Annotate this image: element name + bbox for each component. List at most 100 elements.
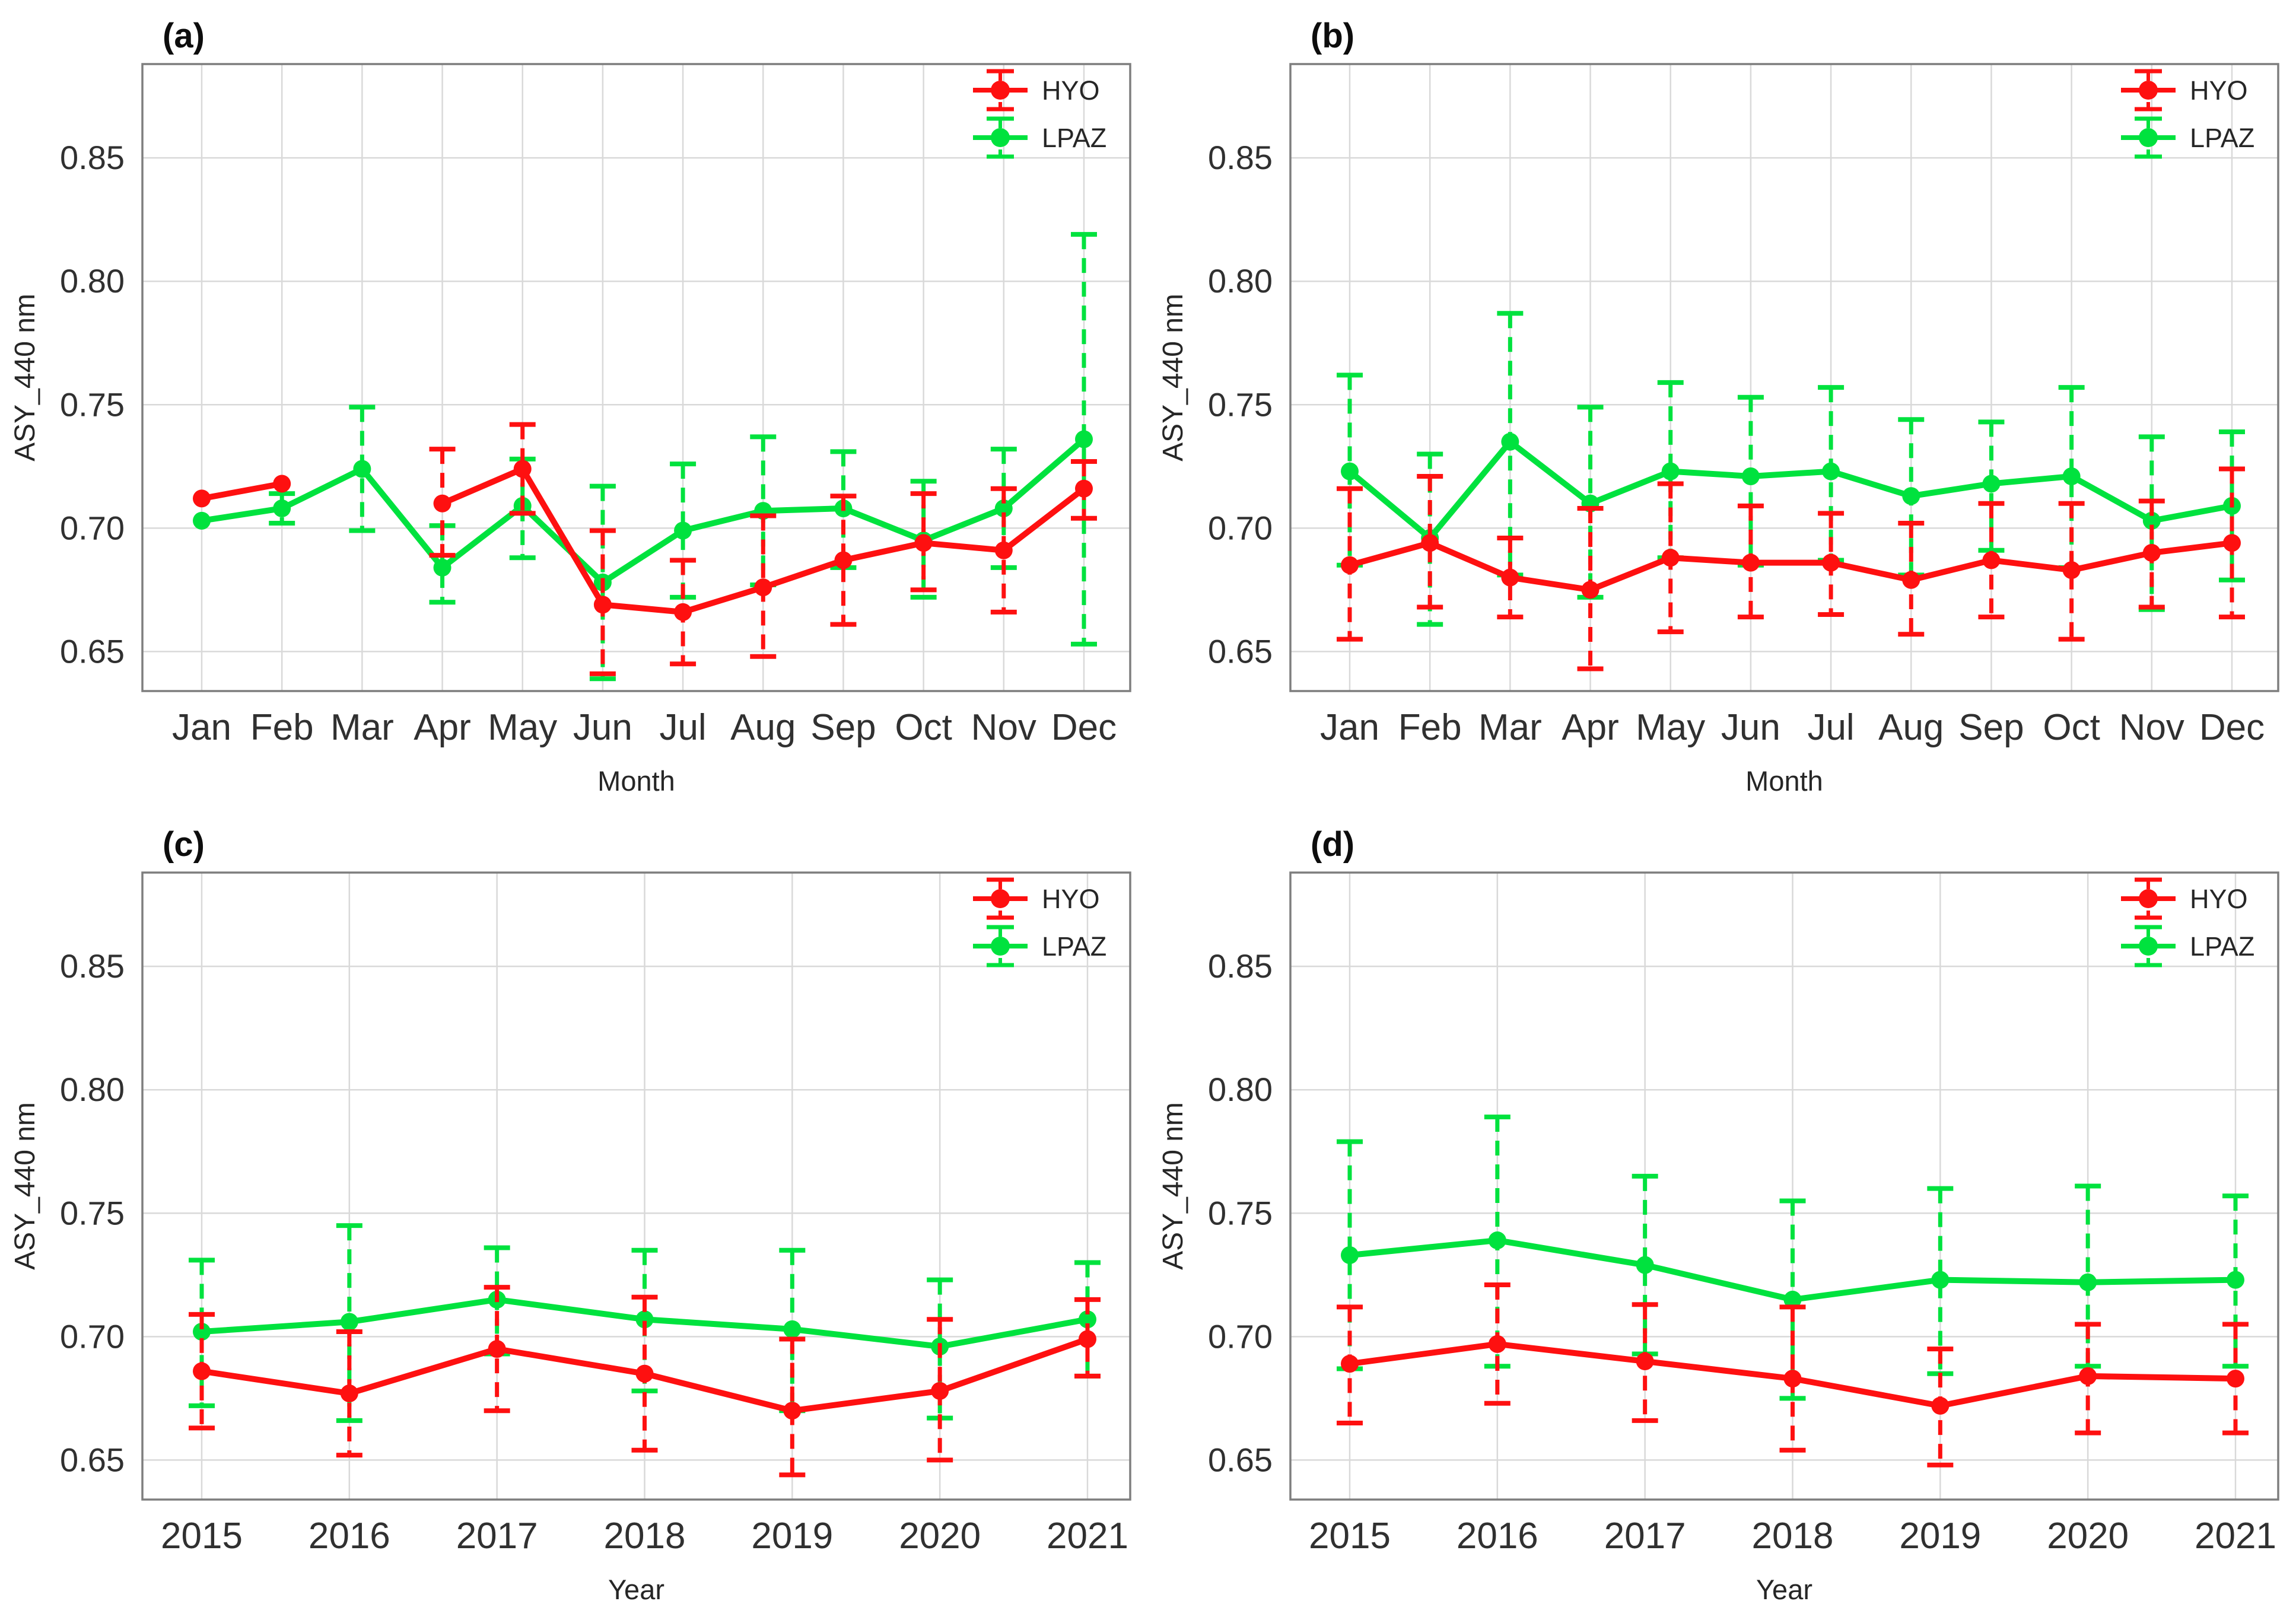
- data-point-marker: [1488, 1335, 1506, 1353]
- plot-border: [1289, 63, 2279, 692]
- data-point-marker: [2062, 561, 2081, 580]
- series-lpaz: [193, 232, 1097, 682]
- data-point-marker: [273, 499, 291, 518]
- data-point-marker: [1741, 553, 1760, 572]
- data-point-marker: [2079, 1367, 2097, 1385]
- x-tick-label: Apr: [1562, 707, 1618, 748]
- x-tick-label: 2021: [1047, 1516, 1128, 1556]
- x-tick-label: 2015: [161, 1516, 243, 1556]
- data-point-marker: [1075, 479, 1093, 498]
- data-point-marker: [2227, 1370, 2244, 1388]
- legend: HYO LPAZ: [973, 69, 1106, 159]
- data-point-marker: [1661, 549, 1680, 567]
- legend-marker: [991, 937, 1010, 956]
- data-point-marker: [1902, 487, 1920, 505]
- legend-entry-label: LPAZ: [2190, 931, 2254, 962]
- gridlines: [1290, 64, 2278, 691]
- axis-labels: 0.65 0.70 0.75 0.80 0.85 Jan Feb Mar Apr May Jun Ju…: [1157, 17, 2265, 797]
- data-point-marker: [1822, 462, 1840, 480]
- x-tick-label: 2016: [309, 1516, 390, 1556]
- legend-entry-label: LPAZ: [1042, 123, 1106, 153]
- x-tick-label: Dec: [1051, 707, 1117, 748]
- data-point-marker: [273, 475, 291, 493]
- data-point-marker: [1982, 475, 2001, 493]
- series-hyo: [189, 1285, 1101, 1478]
- x-tick-label: Aug: [730, 707, 796, 748]
- x-tick-label: 2017: [456, 1516, 538, 1556]
- y-tick-label: 0.75: [1208, 386, 1273, 423]
- data-point-marker: [2062, 467, 2081, 485]
- x-tick-label: Feb: [250, 707, 314, 748]
- data-point-marker: [674, 603, 692, 621]
- y-tick-label: 0.80: [60, 262, 125, 300]
- data-point-marker: [2142, 511, 2161, 530]
- series-lpaz: [1337, 311, 2245, 627]
- data-point-marker: [1421, 534, 1439, 552]
- x-tick-label: Oct: [2043, 707, 2100, 748]
- data-point-marker: [994, 541, 1013, 559]
- data-point-marker: [193, 511, 211, 530]
- legend-marker: [991, 81, 1010, 100]
- y-tick-label: 0.85: [1208, 947, 1273, 985]
- data-point-marker: [1501, 432, 1519, 451]
- x-tick-label: Sep: [1958, 707, 2024, 748]
- y-tick-label: 0.75: [60, 386, 125, 423]
- plot-border: [141, 63, 1131, 692]
- data-point-marker: [754, 578, 772, 597]
- axis-labels: 0.65 0.70 0.75 0.80 0.85 2015 2016 2017 2018 2019…: [9, 825, 1128, 1605]
- data-point-marker: [2142, 543, 2161, 562]
- legend-entry-label: HYO: [1042, 75, 1100, 106]
- x-tick-label: 2021: [2195, 1516, 2276, 1556]
- series-lpaz: [1337, 1114, 2249, 1401]
- data-point-marker: [1079, 1330, 1096, 1348]
- data-point-marker: [1982, 551, 2001, 569]
- series-hyo: [1337, 1282, 2249, 1468]
- x-tick-label: Nov: [2119, 707, 2184, 748]
- y-tick-label: 0.75: [1208, 1194, 1273, 1231]
- data-point-marker: [834, 551, 853, 569]
- data-point-marker: [353, 460, 371, 478]
- data-point-marker: [1822, 553, 1840, 572]
- x-axis-title: Month: [597, 765, 675, 797]
- data-point-marker: [1079, 1310, 1096, 1329]
- legend: HYO LPAZ: [973, 877, 1106, 967]
- chart-panel-d: 0.65 0.70 0.75 0.80 0.85 2015 2016 2017 2018 2019…: [1157, 825, 2279, 1605]
- y-tick-label: 0.70: [60, 1317, 125, 1355]
- data-point-marker: [1783, 1370, 1802, 1388]
- x-tick-label: 2020: [2047, 1516, 2129, 1556]
- data-point-marker: [340, 1384, 358, 1403]
- series-hyo: [1337, 466, 2245, 671]
- x-tick-label: Mar: [330, 707, 394, 748]
- x-tick-label: 2018: [604, 1516, 686, 1556]
- data-point-marker: [1636, 1352, 1654, 1370]
- data-point-marker: [635, 1310, 654, 1329]
- data-point-marker: [1341, 556, 1359, 574]
- data-point-marker: [674, 521, 692, 540]
- legend-entry-label: LPAZ: [1042, 931, 1106, 962]
- x-tick-label: 2015: [1309, 1516, 1391, 1556]
- data-point-marker: [635, 1364, 654, 1383]
- y-axis-title: ASY_440 nm: [1157, 294, 1189, 461]
- data-point-marker: [2223, 534, 2241, 552]
- data-point-marker: [1341, 462, 1359, 480]
- data-point-marker: [914, 534, 933, 552]
- legend-marker: [2139, 889, 2158, 908]
- x-tick-label: Aug: [1878, 707, 1944, 748]
- panel-b: 0.65 0.70 0.75 0.80 0.85 Jan Feb Mar Apr May Jun Ju…: [1148, 0, 2296, 808]
- data-point-marker: [1581, 581, 1599, 599]
- data-point-marker: [931, 1382, 949, 1400]
- data-point-marker: [340, 1313, 358, 1331]
- legend-entry-label: LPAZ: [2190, 123, 2254, 153]
- data-point-marker: [1341, 1246, 1359, 1265]
- x-tick-label: 2018: [1752, 1516, 1834, 1556]
- panel-label: (a): [163, 17, 205, 55]
- y-tick-label: 0.75: [60, 1194, 125, 1231]
- data-point-marker: [783, 1320, 802, 1338]
- y-axis-title: ASY_440 nm: [9, 1102, 41, 1270]
- x-tick-label: Sep: [810, 707, 876, 748]
- legend-entry-label: HYO: [2190, 75, 2248, 106]
- data-point-marker: [488, 1340, 506, 1358]
- gridlines: [142, 873, 1130, 1500]
- x-tick-label: Apr: [414, 707, 470, 748]
